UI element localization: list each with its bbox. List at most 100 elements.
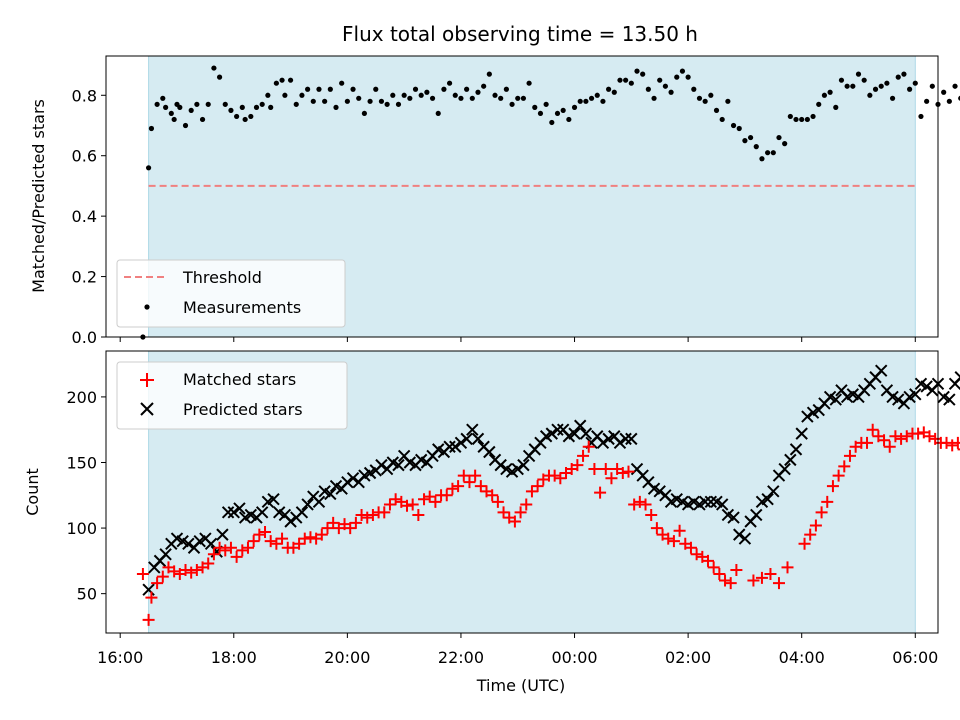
matched-star-point <box>136 567 149 580</box>
x-axis-label: Time (UTC) <box>476 676 565 695</box>
matched-star-point <box>463 476 476 489</box>
matched-star-point <box>270 537 283 550</box>
measurement-point <box>316 86 322 92</box>
matched-star-point <box>236 544 249 557</box>
matched-star-point <box>151 577 164 590</box>
measurement-point <box>361 110 368 117</box>
measurements-layer <box>140 65 960 340</box>
matched-star-point <box>764 567 777 580</box>
matched-star-point <box>349 516 362 529</box>
measurement-point <box>566 116 572 123</box>
predicted-star-point <box>494 458 507 472</box>
matched-star-point <box>276 532 289 545</box>
measurement-point <box>435 110 441 117</box>
predicted-star-point <box>301 498 314 511</box>
measurement-point <box>526 80 532 86</box>
measurement-point <box>475 89 481 95</box>
predicted-star-point <box>778 462 791 476</box>
measurement-point <box>736 125 742 132</box>
matched-star-point <box>889 430 902 443</box>
predicted-star-point <box>255 506 269 519</box>
measurement-point <box>912 80 918 86</box>
predicted-star-point <box>233 502 246 515</box>
measurement-point <box>390 92 396 98</box>
measurement-point <box>844 83 850 89</box>
predicted-star-point <box>784 453 797 467</box>
measurement-point <box>850 83 856 89</box>
measurement-point <box>339 80 345 86</box>
predicted-star-point <box>909 388 922 401</box>
predicted-star-point <box>704 495 718 509</box>
measurement-point <box>145 165 152 171</box>
predicted-star-point <box>568 427 581 440</box>
bottom-x-tick-label: 18:00 <box>211 648 257 667</box>
predicted-star-point <box>483 445 496 459</box>
matched-star-point <box>577 449 590 462</box>
measurement-point <box>872 86 879 92</box>
matched-star-point <box>707 561 720 574</box>
bottom-x-tick-label: 04:00 <box>779 648 825 667</box>
measurement-point <box>554 110 561 117</box>
measurement-point <box>821 92 828 98</box>
measurement-point <box>188 107 194 113</box>
matched-star-point <box>486 489 499 502</box>
measurement-point <box>855 71 862 77</box>
predicted-star-point <box>625 432 638 446</box>
top-y-axis: 0.0 0.2 0.4 0.6 0.8 <box>72 86 106 347</box>
measurement-point <box>884 80 890 86</box>
predicted-star-point <box>221 506 235 519</box>
legend-matched-swatch <box>140 373 154 387</box>
matched-star-point <box>946 439 959 452</box>
predicted-star-point <box>750 508 763 522</box>
matched-star-point <box>213 541 226 554</box>
measurement-point <box>606 86 612 92</box>
matched-star-point <box>423 490 436 503</box>
measurement-point <box>691 86 697 92</box>
matched-star-point <box>594 486 607 499</box>
measurement-point <box>424 89 430 95</box>
measurement-point <box>946 98 952 104</box>
matched-star-point <box>145 591 158 604</box>
predicted-star-point <box>551 423 564 436</box>
measurement-point <box>273 80 279 86</box>
matched-star-point <box>293 537 306 550</box>
matched-star-point <box>912 427 925 440</box>
measurement-point <box>160 95 166 101</box>
matched-star-point <box>264 535 277 548</box>
top-panel: 0.00.20.40.60.8 Matched/Predicted stars … <box>29 55 960 347</box>
measurement-point <box>287 77 294 83</box>
top-axes-frame <box>105 55 939 338</box>
predicted-star-point <box>471 432 485 446</box>
measurement-point <box>742 138 748 144</box>
measurement-point <box>782 141 788 147</box>
matched-star-point <box>190 564 203 577</box>
measurement-point <box>407 95 413 101</box>
matched-star-point <box>156 570 169 583</box>
matched-star-point <box>650 522 663 535</box>
measurement-point <box>640 71 646 77</box>
measurement-point <box>222 101 228 107</box>
bottom-y-tick-label: 200 <box>66 388 97 407</box>
matched-star-point <box>224 541 237 554</box>
matched-star-point <box>491 495 504 508</box>
predicted-star-point <box>267 493 280 506</box>
matched-star-point <box>355 508 368 521</box>
measurement-point <box>486 71 492 77</box>
matched-star-point <box>895 432 908 445</box>
predicted-star-point <box>943 393 956 406</box>
measurement-point <box>322 98 328 104</box>
matched-star-point <box>378 506 391 519</box>
top-x-axis <box>119 337 916 342</box>
measurement-point <box>776 134 782 141</box>
measurement-point <box>765 150 771 156</box>
measurement-point <box>293 101 299 107</box>
measurement-point <box>713 107 720 113</box>
measurement-point <box>577 98 583 104</box>
matched-star-point <box>219 544 232 557</box>
matched-star-point <box>253 528 266 541</box>
matched-star-point <box>633 495 646 508</box>
measurement-point <box>861 77 867 83</box>
legend-matched-label: Matched stars <box>183 370 296 389</box>
predicted-stars-layer <box>142 364 960 596</box>
